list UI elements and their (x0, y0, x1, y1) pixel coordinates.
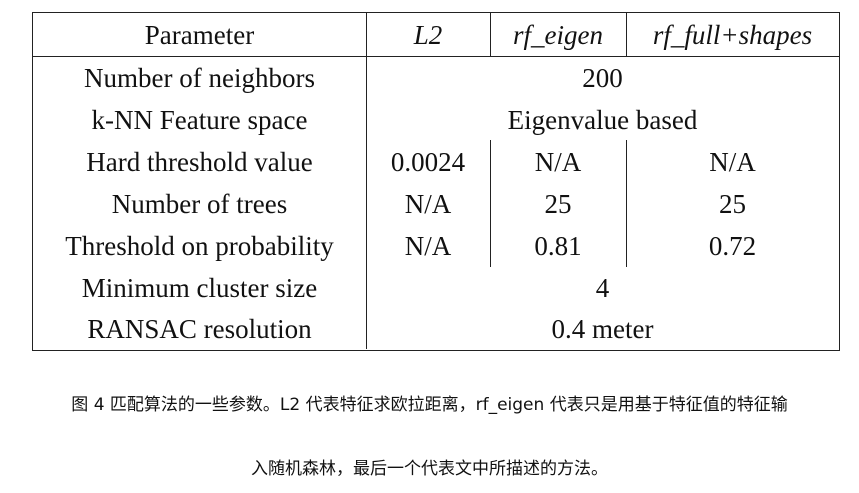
parameter-table: Parameter L2 rf_eigen rf_full+shapes Num… (32, 12, 840, 351)
value-threshold-probability-rf-full: 0.72 (708, 230, 757, 261)
value-trees-l2: N/A (404, 188, 452, 219)
cell-divider-l2 (490, 140, 491, 267)
row-label-neighbors: Number of neighbors (84, 62, 315, 93)
param-column-divider (366, 13, 367, 349)
header-l2: L2 (413, 19, 443, 50)
header-rf-eigen: rf_eigen (513, 19, 603, 50)
row-label-feature-space: k-NN Feature space (91, 104, 308, 135)
row-label-threshold-probability: Threshold on probability (65, 230, 334, 261)
value-threshold-probability-rf-eigen: 0.81 (534, 230, 582, 261)
value-ransac: 0.4 meter (551, 313, 654, 344)
header-divider-l2 (490, 13, 491, 57)
row-label-ransac: RANSAC resolution (87, 313, 312, 344)
value-hard-threshold-l2: 0.0024 (390, 146, 466, 177)
cell-divider-rf-eigen (626, 140, 627, 267)
value-threshold-probability-l2: N/A (404, 230, 452, 261)
value-hard-threshold-rf-eigen: N/A (534, 146, 582, 177)
value-neighbors: 200 (582, 62, 623, 93)
value-hard-threshold-rf-full: N/A (709, 146, 756, 177)
row-label-cluster-size: Minimum cluster size (81, 272, 318, 303)
value-cluster-size: 4 (595, 272, 610, 303)
header-parameter: Parameter (144, 19, 255, 50)
value-trees-rf-eigen: 25 (544, 188, 572, 219)
row-label-hard-threshold: Hard threshold value (86, 146, 313, 177)
value-feature-space: Eigenvalue based (507, 104, 698, 135)
caption-line-1: 图 4 匹配算法的一些参数。L2 代表特征求欧拉距离，rf_eigen 代表只是… (71, 395, 788, 415)
caption-line-2: 入随机森林，最后一个代表文中所描述的方法。 (251, 459, 608, 479)
value-trees-rf-full: 25 (719, 188, 746, 219)
header-rf-full-shapes: rf_full+shapes (652, 19, 813, 50)
header-divider-rf-eigen (626, 13, 627, 57)
header-divider (33, 56, 839, 57)
row-label-trees: Number of trees (111, 188, 288, 219)
